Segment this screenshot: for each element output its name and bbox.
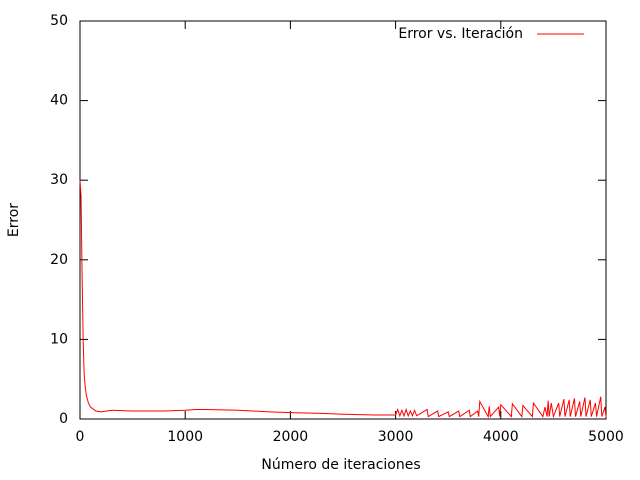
series-line xyxy=(79,180,607,419)
x-tick-label: 2000 xyxy=(273,429,309,445)
x-tick-label: 0 xyxy=(76,429,85,445)
y-axis-label: Error xyxy=(6,203,22,237)
plot-border xyxy=(79,20,607,420)
y-tick-label: 20 xyxy=(50,252,68,268)
y-tick-label: 0 xyxy=(59,411,68,427)
legend-label: Error vs. Iteración xyxy=(398,26,523,42)
y-tick-label: 10 xyxy=(50,331,68,347)
y-tick-label: 50 xyxy=(50,13,68,29)
y-tick-label: 40 xyxy=(50,93,68,109)
x-tick-label: 1000 xyxy=(167,429,203,445)
x-axis-label: Número de iteraciones xyxy=(261,457,420,473)
x-tick-label: 3000 xyxy=(378,429,414,445)
x-tick-label: 4000 xyxy=(483,429,519,445)
y-tick-label: 30 xyxy=(50,172,68,188)
x-tick-label: 5000 xyxy=(588,429,624,445)
